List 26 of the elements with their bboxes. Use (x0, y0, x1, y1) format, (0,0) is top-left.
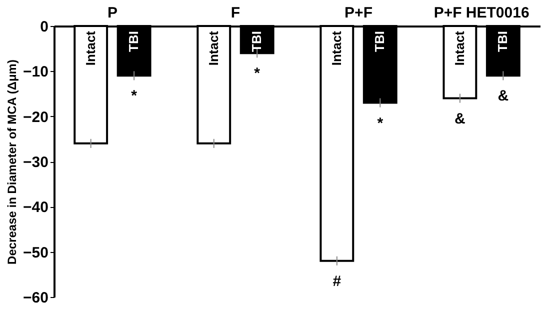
y-tick-label: −20 (23, 108, 48, 126)
x-tick-label: P+F (344, 4, 372, 22)
data-label: & (498, 88, 509, 105)
data-label: * (377, 114, 384, 132)
y-tick-label: −50 (23, 244, 48, 262)
text: Intact (328, 31, 344, 66)
y-tick-label: 0 (40, 18, 48, 36)
text: TBI (372, 31, 388, 52)
text: Intact (206, 31, 221, 66)
data-label: * (131, 88, 138, 105)
series-label: Intact (82, 30, 98, 66)
x-tick-label: P (107, 4, 118, 22)
y-tick-label: −30 (23, 154, 48, 171)
data-label: & (454, 110, 466, 128)
text: TBI (495, 31, 510, 52)
y-tick-label: −60 (23, 290, 48, 306)
series-label: TBI (249, 31, 264, 52)
text: TBI (126, 31, 142, 52)
x-tick-label: P+F HET0016 (434, 4, 530, 22)
text: Intact (452, 31, 467, 66)
y-tick-label: −10 (23, 64, 48, 81)
x-tick-label: F (230, 4, 240, 22)
data-label: # (332, 272, 342, 290)
y-axis-title: Decrease in Diameter of MCA (Δμm) (5, 60, 20, 264)
data-label: * (254, 65, 260, 82)
y-tick-label: −40 (23, 199, 48, 216)
